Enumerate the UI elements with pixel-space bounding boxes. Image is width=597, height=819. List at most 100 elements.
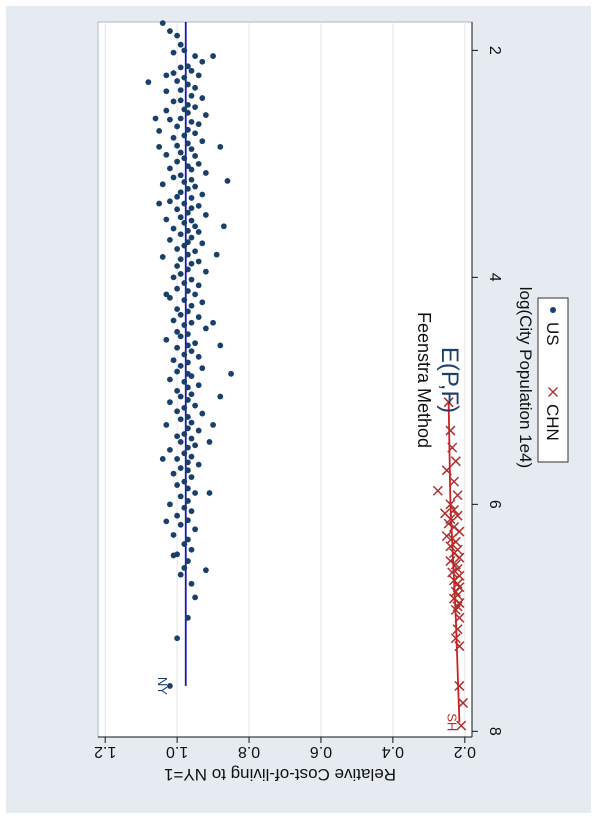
axes: [98, 22, 478, 743]
data-point: [185, 227, 191, 234]
data-point: [167, 28, 173, 34]
data-point: [170, 274, 177, 281]
data-point: [192, 104, 198, 111]
data-point: [199, 365, 206, 372]
data-point: [170, 357, 177, 364]
annotation-label: NY: [155, 677, 170, 695]
data-point: [188, 348, 195, 355]
data-point: [454, 680, 465, 691]
data-point: [443, 397, 454, 408]
data-point: [159, 254, 166, 260]
data-point: [188, 391, 195, 398]
data-point: [192, 594, 198, 601]
data-point: [177, 41, 184, 48]
data-point: [447, 442, 458, 453]
data-point: [199, 58, 206, 65]
data-point: [145, 79, 152, 86]
data-point: [167, 165, 173, 172]
data-point: [174, 158, 181, 165]
data-point: [181, 351, 188, 358]
data-point: [181, 504, 188, 511]
data-point: [181, 564, 188, 571]
data-point: [188, 205, 195, 212]
data-point: [188, 217, 195, 224]
data-point: [195, 382, 202, 389]
data-point: [202, 112, 209, 118]
data-point: [220, 223, 227, 230]
data-point: [177, 416, 184, 423]
data-point: [188, 474, 195, 481]
data-point: [170, 98, 177, 105]
data-point: [443, 518, 454, 529]
data-point: [170, 134, 177, 141]
data-point: [177, 439, 184, 445]
data-point: [202, 212, 209, 218]
data-point: [163, 72, 170, 79]
data-point: [177, 521, 184, 528]
data-point: [159, 181, 166, 188]
data-point: [199, 299, 206, 306]
data-point: [445, 556, 456, 567]
data-point: [185, 459, 191, 466]
data-point: [452, 510, 463, 521]
data-point: [167, 399, 173, 406]
data-point: [445, 499, 456, 510]
data-point: [174, 32, 181, 39]
data-point: [448, 476, 460, 487]
data-point: [217, 342, 224, 349]
data-point: [188, 453, 195, 460]
data-point: [185, 140, 191, 147]
data-point: [174, 285, 181, 292]
data-point: [457, 697, 469, 708]
data-point: [185, 308, 191, 315]
data-point: [192, 490, 198, 496]
data-point: [185, 444, 191, 451]
data-point: [167, 116, 173, 123]
data-point: [174, 328, 181, 335]
data-point: [163, 421, 170, 428]
data-point: [177, 493, 184, 500]
data-point: [163, 151, 170, 158]
data-point: [177, 271, 184, 277]
data-point: [181, 179, 188, 185]
data-point: [163, 336, 170, 343]
data-point: [177, 465, 184, 471]
data-point: [174, 78, 181, 84]
data-point: [174, 206, 181, 213]
plot-area: [97, 21, 473, 738]
data-point: [163, 291, 170, 298]
data-point: [452, 624, 463, 635]
data-point: [174, 142, 181, 149]
data-point: [177, 256, 184, 263]
x-tick-label: 6: [486, 500, 503, 509]
data-point: [188, 195, 195, 201]
data-point: [192, 223, 198, 230]
data-point: [167, 198, 173, 205]
data-point: [170, 174, 177, 181]
data-point: [188, 176, 195, 183]
data-point: [177, 172, 184, 179]
data-point: [199, 191, 206, 198]
data-point: [188, 373, 195, 379]
data-point: [195, 353, 202, 360]
data-point: [181, 322, 188, 328]
data-point: [174, 387, 181, 394]
data-point: [210, 319, 216, 326]
data-point: [213, 251, 220, 258]
data-point: [174, 263, 181, 269]
data-point: [188, 302, 195, 309]
data-point: [181, 106, 188, 113]
data-point: [217, 393, 224, 400]
data-point: [202, 268, 209, 275]
data-point: [170, 49, 177, 56]
data-point: [445, 425, 456, 436]
data-point: [199, 95, 206, 101]
data-point: [181, 219, 188, 226]
data-point: [170, 70, 177, 76]
data-point: [170, 532, 177, 538]
data-point: [185, 498, 191, 504]
data-point: [167, 446, 173, 453]
data-point: [195, 229, 202, 235]
data-point: [174, 344, 181, 351]
